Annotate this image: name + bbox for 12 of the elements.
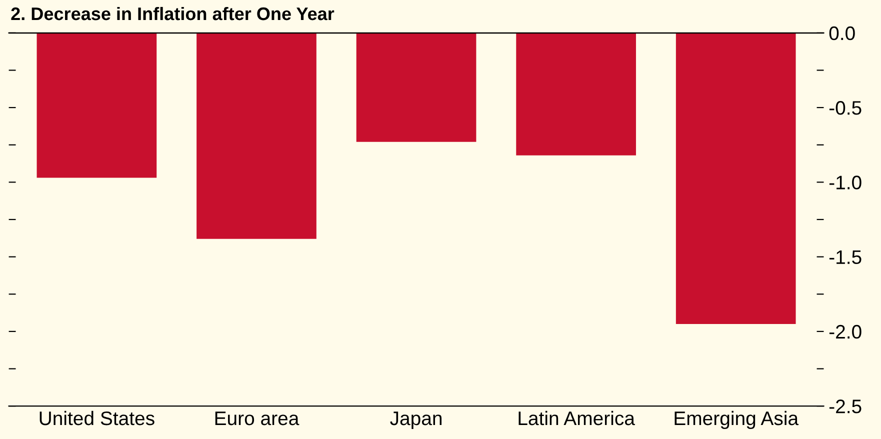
y-tick-label: -1.5 <box>829 250 862 264</box>
y-tick-label: -2.0 <box>829 324 862 339</box>
x-tick-label: Latin America <box>518 410 635 426</box>
y-tick-label: 0.0 <box>829 26 855 40</box>
y-tick-label: -2.5 <box>829 400 862 414</box>
x-tick-label: Japan <box>390 412 442 430</box>
chart-title: 2. Decrease in Inflation after One Year <box>11 6 334 20</box>
x-tick-label: Emerging Asia <box>674 410 799 430</box>
y-tick-label: -0.5 <box>829 101 862 115</box>
x-tick-label: Euro area <box>215 412 300 426</box>
y-tick-label: -1.0 <box>829 176 862 190</box>
x-tick-label: United States <box>40 410 154 426</box>
